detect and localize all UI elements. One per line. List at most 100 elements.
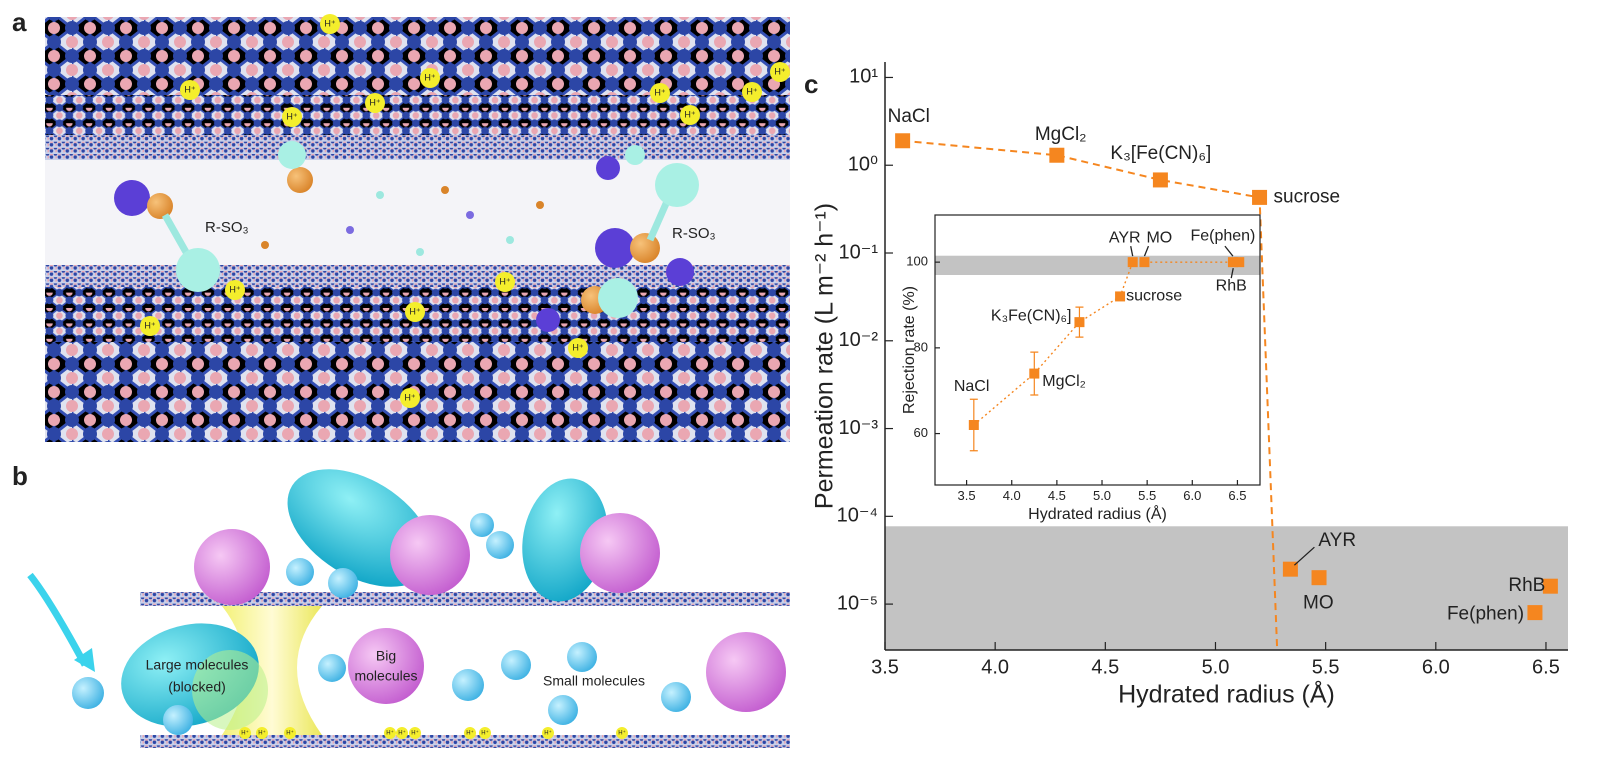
x-tick-label: 5.5 [1312,656,1340,678]
annotation: Large molecules [146,657,249,673]
panel-a-illustration: H⁺ H⁺ H⁺ H⁺ H⁺ H⁺ H⁺ H⁺ H⁺ H⁺ H⁺ H⁺ H⁺ H⁺ H⁺ [45,14,790,442]
label-arrow [1143,245,1150,257]
proton-label: H⁺ [499,276,510,286]
data-point [1282,561,1298,577]
trend-line [973,261,1240,426]
data-point [1127,257,1138,268]
point-label: Fe(phen) [1447,604,1524,625]
proton-label: H⁺ [424,72,435,82]
proton [542,727,554,739]
annotation: (blocked) [168,679,226,695]
point-label: MgCl₂ [1042,373,1086,390]
data-point [1074,317,1085,328]
point-label: MgCl₂ [1035,124,1087,145]
proton [405,302,425,322]
annotation: Small molecules [543,673,645,689]
plot-background [935,215,1260,485]
point-label: MO [1303,593,1334,614]
proton [770,62,790,82]
y-tick-label: 10⁻⁵ [837,592,878,614]
point-label: NaCl [888,106,930,127]
x-tick-label: 6.0 [1183,488,1201,503]
proton-label: H⁺ [386,730,394,737]
shaded-band [935,255,1260,275]
data-point [1311,570,1327,586]
proton-label: H⁺ [324,18,335,28]
data-point [1115,291,1126,302]
proton-label: H⁺ [229,284,240,294]
proton [409,727,421,739]
annotation: molecules [354,668,417,684]
data-point [968,420,979,430]
annotation: Big [376,648,396,664]
y-tick-label: 10⁻² [839,329,879,351]
proton [396,727,408,739]
proton-label: H⁺ [369,97,380,107]
x-tick-label: 5.0 [1202,656,1230,678]
plot-area [935,255,1260,426]
point-label: K₃Fe(CN)₆] [991,307,1072,324]
shaded-band [885,526,1568,650]
point-label: sucrose [1274,186,1341,207]
proton-label: H⁺ [654,87,665,97]
y-axis-title: Permeation rate (L m⁻² h⁻¹) [811,203,839,509]
data-point [1139,257,1150,268]
proton [420,68,440,88]
data-point [895,133,911,149]
point-label: RhB [1508,575,1545,596]
x-tick-label: 3.5 [958,488,976,503]
annotation: R-SO₃ [672,225,716,242]
proton-label: H⁺ [618,730,626,737]
proton [320,14,340,34]
data-point [1152,172,1168,188]
y-tick-label: 10⁻³ [839,417,879,439]
point-label: AYR [1109,229,1141,246]
x-tick-label: 5.5 [1138,488,1156,503]
panel-b-illustration: H⁺ H⁺ H⁺ H⁺ H⁺ H⁺ H⁺ H⁺ H⁺ H⁺ [27,469,790,748]
label-arrow [1224,245,1234,257]
proton-label: H⁺ [286,730,294,737]
x-tick-label: 4.0 [1003,488,1021,503]
proton [650,83,670,103]
y-tick-label: 10⁻¹ [839,241,879,263]
proton-label: H⁺ [774,66,785,76]
point-label: K₃[Fe(CN)₆] [1110,143,1211,164]
proton [464,727,476,739]
point-label: NaCl [954,378,990,395]
proton-label: H⁺ [572,342,583,352]
proton [384,727,396,739]
proton-label: H⁺ [544,730,552,737]
x-tick-label: 4.5 [1048,488,1066,503]
proton [225,280,245,300]
data-point [1029,368,1040,379]
proton-label: H⁺ [286,111,297,121]
point-label: AYR [1318,530,1356,551]
x-tick-label: 6.5 [1532,656,1560,678]
proton [239,727,251,739]
y-tick-label: 100 [906,254,928,269]
proton [680,105,700,125]
x-tick-label: 4.0 [981,656,1009,678]
proton-label: H⁺ [684,109,695,119]
x-axis-title: Hydrated radius (Å) [1028,504,1167,523]
proton [140,316,160,336]
proton [495,272,515,292]
label-arrow [1293,546,1315,566]
data-point [1542,578,1558,594]
panel-label: c [804,69,818,99]
y-tick-label: 10⁰ [848,154,878,176]
plot-frame [934,214,1261,486]
proton [180,80,200,100]
proton-label: H⁺ [411,730,419,737]
annotation: R-SO₃ [205,219,249,236]
point-label: MO [1146,229,1172,246]
x-tick-label: 6.0 [1422,656,1450,678]
data-point [1527,605,1543,621]
proton [479,727,491,739]
data-point [1049,147,1065,163]
proton-label: H⁺ [241,730,249,737]
point-label: sucrose [1126,288,1182,305]
proton [282,107,302,127]
proton-label: H⁺ [144,320,155,330]
